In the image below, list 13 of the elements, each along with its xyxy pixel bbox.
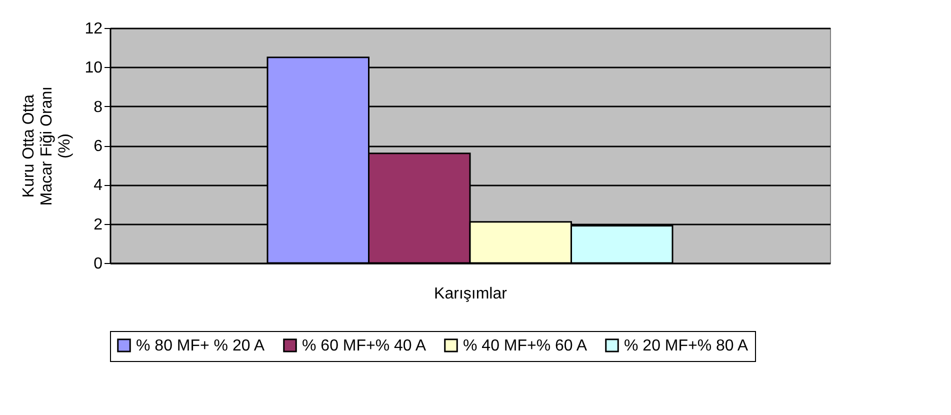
y-axis-title: Kuru Otta Otta Macar Fiği Oranı (%) (20, 86, 74, 206)
legend-label: % 40 MF+% 60 A (463, 337, 588, 354)
y-tick-label: 12 (84, 20, 103, 38)
y-tick-label: 4 (94, 177, 103, 194)
x-axis-title: Karışımlar (434, 286, 508, 302)
y-tick-label: 8 (94, 98, 103, 116)
legend-label: % 80 MF+ % 20 A (136, 337, 265, 354)
y-tick-label: 6 (94, 138, 103, 155)
y-tick-label: 0 (94, 256, 103, 272)
y-tick-label: 2 (94, 216, 103, 234)
legend-label: % 60 MF+% 40 A (302, 337, 426, 354)
y-tick-label: 10 (84, 60, 103, 77)
legend-label: % 20 MF+% 80 A (624, 337, 748, 354)
